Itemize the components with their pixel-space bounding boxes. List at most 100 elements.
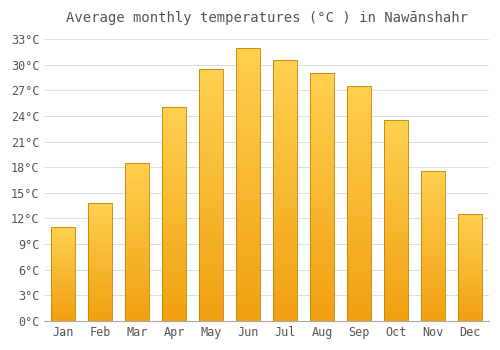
- Bar: [347, 168, 372, 170]
- Bar: [162, 223, 186, 225]
- Bar: [199, 137, 223, 140]
- Bar: [51, 285, 75, 286]
- Bar: [162, 107, 186, 110]
- Bar: [310, 140, 334, 142]
- Bar: [384, 249, 408, 251]
- Bar: [273, 118, 297, 120]
- Bar: [458, 289, 482, 290]
- Bar: [125, 204, 149, 205]
- Bar: [458, 276, 482, 277]
- Bar: [422, 172, 446, 173]
- Bar: [88, 261, 112, 262]
- Bar: [310, 123, 334, 125]
- Bar: [125, 231, 149, 232]
- Bar: [88, 303, 112, 304]
- Bar: [199, 210, 223, 212]
- Bar: [125, 198, 149, 199]
- Bar: [347, 225, 372, 227]
- Bar: [310, 294, 334, 296]
- Bar: [347, 107, 372, 110]
- Bar: [310, 254, 334, 257]
- Bar: [199, 268, 223, 271]
- Bar: [273, 316, 297, 318]
- Bar: [347, 185, 372, 187]
- Bar: [88, 270, 112, 272]
- Bar: [199, 89, 223, 92]
- Bar: [125, 281, 149, 283]
- Bar: [88, 278, 112, 279]
- Bar: [347, 131, 372, 133]
- Bar: [125, 275, 149, 277]
- Bar: [199, 208, 223, 210]
- Bar: [236, 225, 260, 228]
- Bar: [273, 222, 297, 225]
- Bar: [162, 110, 186, 112]
- Bar: [273, 310, 297, 313]
- Bar: [125, 215, 149, 217]
- Bar: [347, 166, 372, 168]
- Bar: [162, 308, 186, 310]
- Bar: [310, 170, 334, 172]
- Bar: [236, 154, 260, 157]
- Bar: [236, 286, 260, 288]
- Bar: [347, 290, 372, 293]
- Bar: [458, 287, 482, 288]
- Bar: [51, 320, 75, 321]
- Bar: [310, 306, 334, 309]
- Bar: [273, 105, 297, 107]
- Bar: [384, 267, 408, 269]
- Bar: [273, 126, 297, 128]
- Bar: [273, 295, 297, 298]
- Bar: [384, 120, 408, 122]
- Bar: [88, 299, 112, 300]
- Bar: [458, 244, 482, 245]
- Bar: [162, 154, 186, 156]
- Bar: [125, 218, 149, 220]
- Bar: [384, 128, 408, 130]
- Bar: [51, 298, 75, 299]
- Bar: [236, 127, 260, 130]
- Bar: [51, 243, 75, 244]
- Bar: [273, 269, 297, 272]
- Bar: [125, 237, 149, 239]
- Bar: [422, 187, 446, 188]
- Bar: [125, 176, 149, 177]
- Bar: [199, 253, 223, 255]
- Bar: [236, 299, 260, 302]
- Bar: [458, 291, 482, 292]
- Bar: [422, 216, 446, 218]
- Bar: [51, 280, 75, 281]
- Bar: [88, 269, 112, 270]
- Bar: [199, 142, 223, 145]
- Bar: [273, 131, 297, 133]
- Bar: [310, 274, 334, 276]
- Bar: [347, 232, 372, 234]
- Bar: [384, 154, 408, 156]
- Bar: [162, 161, 186, 163]
- Bar: [458, 246, 482, 247]
- Bar: [384, 234, 408, 237]
- Bar: [384, 136, 408, 138]
- Bar: [199, 69, 223, 71]
- Bar: [384, 178, 408, 181]
- Bar: [273, 107, 297, 110]
- Bar: [458, 300, 482, 301]
- Bar: [236, 108, 260, 111]
- Bar: [458, 234, 482, 236]
- Bar: [347, 135, 372, 138]
- Bar: [162, 125, 186, 127]
- Bar: [236, 256, 260, 258]
- Bar: [199, 193, 223, 195]
- Bar: [199, 124, 223, 127]
- Bar: [162, 120, 186, 122]
- Bar: [199, 311, 223, 314]
- Bar: [88, 318, 112, 320]
- Bar: [347, 260, 372, 262]
- Bar: [162, 261, 186, 263]
- Bar: [51, 287, 75, 288]
- Bar: [162, 310, 186, 313]
- Bar: [273, 71, 297, 74]
- Bar: [88, 260, 112, 261]
- Bar: [310, 286, 334, 289]
- Bar: [384, 313, 408, 315]
